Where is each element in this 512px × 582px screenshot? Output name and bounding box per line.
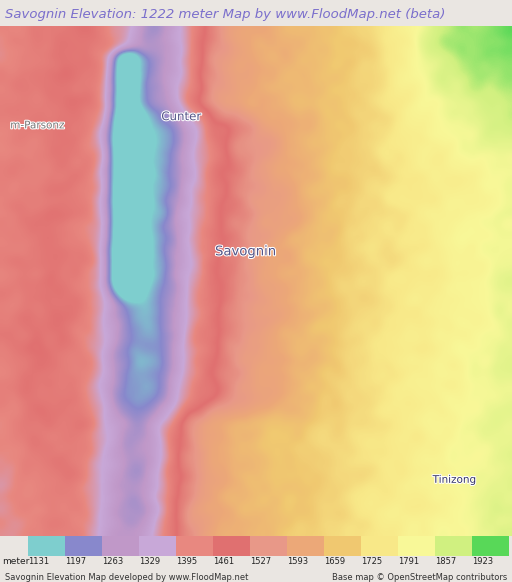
Bar — [250, 536, 287, 556]
Text: 1593: 1593 — [287, 558, 308, 566]
Bar — [176, 536, 214, 556]
Text: 1131: 1131 — [28, 558, 49, 566]
Text: 1923: 1923 — [473, 558, 494, 566]
Text: 1263: 1263 — [102, 558, 123, 566]
Bar — [287, 536, 324, 556]
Text: 1857: 1857 — [435, 558, 457, 566]
Text: m-Parsonz: m-Parsonz — [10, 120, 65, 130]
Text: 1329: 1329 — [139, 558, 160, 566]
Bar — [398, 536, 435, 556]
Bar — [361, 536, 398, 556]
Text: Tinizong: Tinizong — [433, 475, 476, 485]
Text: 1725: 1725 — [361, 558, 382, 566]
Bar — [435, 536, 473, 556]
Text: meter: meter — [3, 558, 30, 566]
Text: 1527: 1527 — [250, 558, 271, 566]
Bar — [214, 536, 250, 556]
Text: Cunter: Cunter — [161, 110, 202, 123]
Text: Savognin: Savognin — [215, 245, 277, 258]
Bar — [324, 536, 361, 556]
Text: 1791: 1791 — [398, 558, 419, 566]
Text: 1461: 1461 — [214, 558, 234, 566]
Bar — [473, 536, 509, 556]
Bar — [139, 536, 176, 556]
Text: Savognin Elevation: 1222 meter Map by www.FloodMap.net (beta): Savognin Elevation: 1222 meter Map by ww… — [5, 8, 445, 21]
Bar — [28, 536, 65, 556]
Text: Savognin Elevation Map developed by www.FloodMap.net: Savognin Elevation Map developed by www.… — [5, 573, 248, 582]
Text: 1395: 1395 — [176, 558, 197, 566]
Text: 1197: 1197 — [65, 558, 87, 566]
Text: Base map © OpenStreetMap contributors: Base map © OpenStreetMap contributors — [332, 573, 507, 582]
Bar — [65, 536, 102, 556]
Text: 1659: 1659 — [324, 558, 346, 566]
Bar — [102, 536, 139, 556]
